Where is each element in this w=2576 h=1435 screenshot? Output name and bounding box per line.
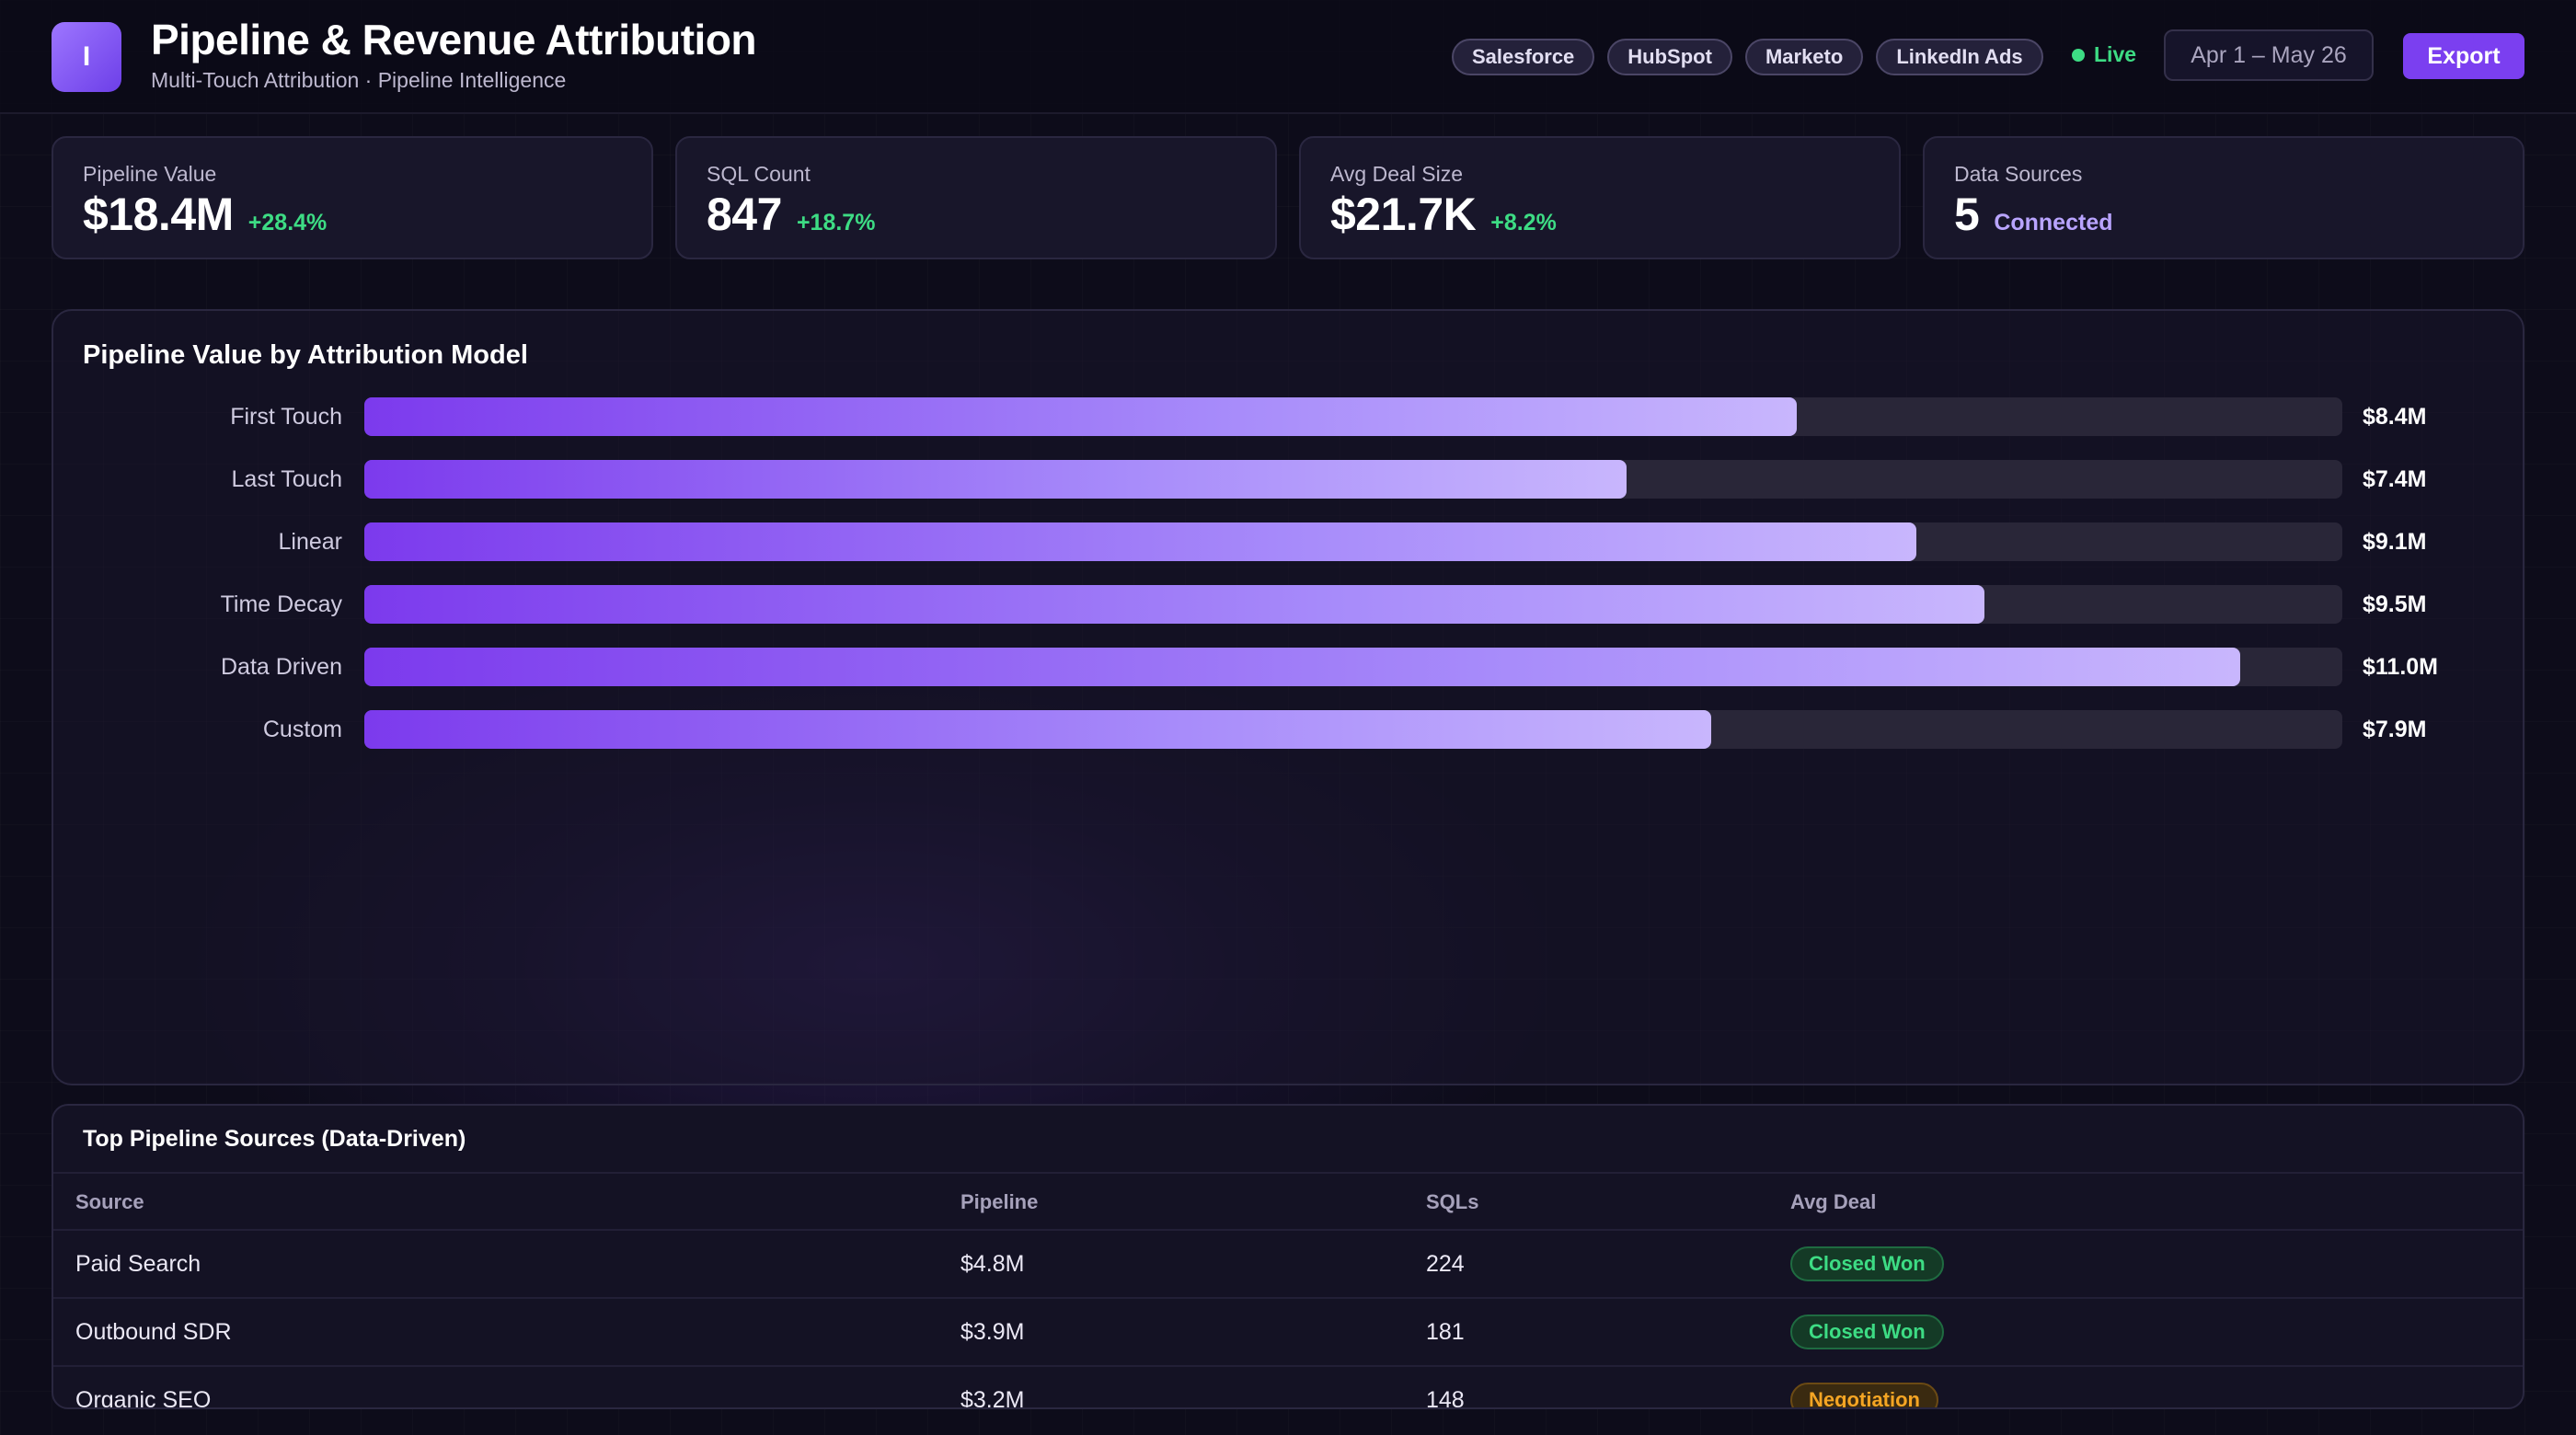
page-subtitle: Multi-Touch Attribution · Pipeline Intel…: [151, 68, 567, 92]
cell-sqls: 224: [1426, 1250, 1465, 1277]
source-chip-marketo[interactable]: Marketo: [1744, 39, 1864, 75]
column-header-avg-deal[interactable]: Avg Deal: [1790, 1190, 1877, 1213]
bar-track: [364, 648, 2342, 686]
bar-fill: [364, 585, 1984, 624]
bar-row[interactable]: Last Touch $7.4M: [53, 460, 2526, 499]
bar-fill: [364, 710, 1711, 749]
kpi-label: Avg Deal Size: [1330, 162, 1464, 186]
bar-fill: [364, 648, 2240, 686]
bar-row[interactable]: Custom $7.9M: [53, 710, 2526, 749]
app-header: I Pipeline & Revenue Attribution Multi-T…: [0, 0, 2576, 114]
kpi-card-sql-count: SQL Count 847 +18.7%: [675, 136, 1277, 259]
kpi-status: Connected: [1994, 210, 2113, 235]
bar-label: First Touch: [230, 403, 342, 430]
table-header: Source Pipeline SQLs Avg Deal: [53, 1172, 2523, 1231]
bar-value-label: $7.4M: [2363, 465, 2427, 492]
bar-value-label: $9.1M: [2363, 528, 2427, 555]
source-chip-linkedin-ads[interactable]: LinkedIn Ads: [1876, 39, 2043, 75]
table-row[interactable]: Paid Search $4.8M 224 Closed Won: [53, 1231, 2523, 1299]
table-title: Top Pipeline Sources (Data-Driven): [83, 1126, 466, 1152]
bar-label: Last Touch: [231, 465, 342, 492]
bar-value-label: $11.0M: [2363, 653, 2439, 680]
live-label: Live: [2094, 42, 2137, 66]
cell-sqls: 148: [1426, 1386, 1465, 1409]
cell-pipeline: $4.8M: [960, 1250, 1025, 1277]
kpi-label: SQL Count: [707, 162, 811, 186]
live-dot-icon: [2072, 48, 2085, 62]
column-header-source[interactable]: Source: [75, 1190, 144, 1213]
bar-fill: [364, 397, 1797, 436]
bar-fill: [364, 522, 1916, 561]
bar-row[interactable]: First Touch $8.4M: [53, 397, 2526, 436]
page-title: Pipeline & Revenue Attribution: [151, 16, 757, 63]
bar-track: [364, 397, 2342, 436]
bar-row[interactable]: Linear $9.1M: [53, 522, 2526, 561]
bar-row[interactable]: Data Driven $11.0M: [53, 648, 2526, 686]
kpi-label: Pipeline Value: [83, 162, 217, 186]
bar-fill: [364, 460, 1627, 499]
cell-status: Closed Won: [1790, 1231, 1944, 1297]
cell-status: Closed Won: [1790, 1299, 1944, 1365]
chart-title: Pipeline Value by Attribution Model: [83, 340, 528, 370]
kpi-value: $18.4M: [83, 189, 234, 240]
bar-label: Custom: [262, 716, 342, 742]
bar-track: [364, 585, 2342, 624]
bar-row[interactable]: Time Decay $9.5M: [53, 585, 2526, 624]
source-chip-salesforce[interactable]: Salesforce: [1452, 39, 1595, 75]
bar-track: [364, 460, 2342, 499]
kpi-delta: +18.7%: [796, 210, 876, 235]
bar-value-label: $8.4M: [2363, 403, 2427, 430]
status-badge: Negotiation: [1790, 1383, 1938, 1407]
kpi-value: 847: [707, 189, 782, 240]
live-status: Live: [2072, 42, 2136, 67]
kpi-value: 5: [1954, 189, 1980, 240]
bar-track: [364, 522, 2342, 561]
export-button[interactable]: Export: [2403, 33, 2524, 79]
source-chip-hubspot[interactable]: HubSpot: [1607, 39, 1732, 75]
bar-track: [364, 710, 2342, 749]
cell-pipeline: $3.2M: [960, 1386, 1025, 1409]
status-badge: Closed Won: [1790, 1314, 1944, 1349]
kpi-delta: +8.2%: [1490, 210, 1557, 235]
attribution-chart-card: Pipeline Value by Attribution Model Firs…: [52, 309, 2524, 1085]
kpi-card-data-sources: Data Sources 5 Connected: [1923, 136, 2524, 259]
data-source-chips: Salesforce HubSpot Marketo LinkedIn Ads: [1452, 39, 2043, 75]
date-range-picker[interactable]: Apr 1 – May 26: [2164, 29, 2374, 81]
cell-source: Paid Search: [75, 1250, 201, 1277]
cell-pipeline: $3.9M: [960, 1318, 1025, 1345]
bar-value-label: $9.5M: [2363, 591, 2427, 617]
top-sources-table-card: Top Pipeline Sources (Data-Driven) Sourc…: [52, 1104, 2524, 1409]
cell-sqls: 181: [1426, 1318, 1465, 1345]
column-header-pipeline[interactable]: Pipeline: [960, 1190, 1039, 1213]
bar-value-label: $7.9M: [2363, 716, 2427, 742]
cell-source: Outbound SDR: [75, 1318, 232, 1345]
kpi-delta: +28.4%: [247, 210, 328, 235]
kpi-label: Data Sources: [1954, 162, 2083, 186]
bar-label: Linear: [278, 528, 343, 555]
table-row[interactable]: Organic SEO $3.2M 148 Negotiation: [53, 1367, 2523, 1409]
kpi-value: $21.7K: [1330, 189, 1477, 240]
status-badge: Closed Won: [1790, 1246, 1944, 1281]
bar-label: Data Driven: [221, 653, 342, 680]
cell-status: Negotiation: [1790, 1367, 1938, 1407]
table-row[interactable]: Outbound SDR $3.9M 181 Closed Won: [53, 1299, 2523, 1367]
column-header-sqls[interactable]: SQLs: [1426, 1190, 1479, 1213]
kpi-card-pipeline-value: Pipeline Value $18.4M +28.4%: [52, 136, 653, 259]
bar-label: Time Decay: [220, 591, 342, 617]
cell-source: Organic SEO: [75, 1386, 212, 1409]
kpi-card-avg-deal-size: Avg Deal Size $21.7K +8.2%: [1299, 136, 1901, 259]
app-logo: I: [52, 22, 121, 92]
kpi-row: Pipeline Value $18.4M +28.4% SQL Count 8…: [52, 136, 2524, 259]
